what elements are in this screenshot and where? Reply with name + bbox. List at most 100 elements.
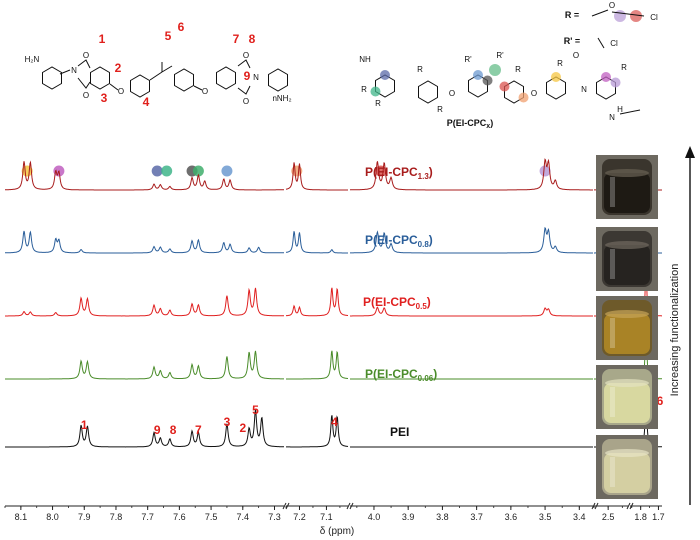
marker-dot bbox=[291, 165, 303, 177]
r-bond bbox=[591, 9, 609, 17]
imide-n-left: N bbox=[71, 66, 77, 75]
tick-label: 7.4 bbox=[237, 512, 250, 522]
spectrum-trace bbox=[286, 350, 348, 380]
position-dot bbox=[551, 72, 561, 82]
axis-break bbox=[282, 502, 287, 510]
r-group: R bbox=[375, 99, 381, 108]
tick-label: 3.9 bbox=[402, 512, 415, 522]
series-label-main: P(EI-CPC bbox=[365, 165, 418, 179]
position-dot bbox=[610, 77, 621, 88]
position-number-7: 7 bbox=[233, 32, 240, 46]
position-number-6: 6 bbox=[178, 20, 185, 34]
series-label-main: P(EI-CPC bbox=[365, 367, 418, 381]
ring-poly-2 bbox=[418, 80, 438, 104]
position-dot bbox=[380, 70, 390, 80]
ether-o: O bbox=[118, 87, 124, 96]
series-label: P(EI-CPC0.8) bbox=[365, 233, 433, 249]
glass-highlight bbox=[610, 457, 615, 487]
amine-right: nNH₂ bbox=[272, 94, 291, 103]
ring-aniline-right bbox=[268, 68, 288, 92]
series-label-sub: 1.3 bbox=[418, 172, 430, 181]
r-group: R bbox=[361, 85, 367, 94]
series-label: PEI bbox=[390, 425, 409, 439]
tick-label: 7.2 bbox=[293, 512, 306, 522]
tick-label: 2.5 bbox=[602, 512, 615, 522]
spectrum-trace bbox=[285, 231, 348, 254]
tick-label: 3.5 bbox=[539, 512, 552, 522]
marker-dot bbox=[192, 165, 204, 177]
ether-o: O bbox=[202, 87, 208, 96]
polymer-h: H bbox=[617, 105, 623, 114]
position-number-8: 8 bbox=[249, 32, 256, 46]
amine-left: H₂N bbox=[25, 55, 40, 64]
bond bbox=[149, 71, 163, 81]
position-number-1: 1 bbox=[99, 32, 106, 46]
position-number-5: 5 bbox=[165, 29, 172, 43]
series-label-close: ) bbox=[429, 233, 433, 247]
peak-label-4: 4 bbox=[331, 415, 338, 429]
peak-label-2: 2 bbox=[239, 421, 246, 435]
series-label-close: ) bbox=[429, 165, 433, 179]
peak-label-3: 3 bbox=[224, 415, 231, 429]
spectrum-trace bbox=[5, 287, 284, 317]
spectrum-trace bbox=[5, 350, 284, 380]
peak-label-6: 6 bbox=[657, 394, 664, 408]
spectrum-P(EI-CPC0.5) bbox=[5, 259, 662, 317]
polymer-n: N bbox=[609, 113, 615, 122]
carbonyl-o: O bbox=[83, 91, 89, 100]
imide-ring-left bbox=[77, 59, 91, 89]
position-number-4: 4 bbox=[143, 95, 150, 109]
series-label-sub: 0.5 bbox=[416, 302, 428, 311]
tick-label: 7.9 bbox=[78, 512, 91, 522]
marker-dot bbox=[161, 165, 173, 177]
spectrum-trace bbox=[350, 306, 593, 317]
r-definition: R = bbox=[565, 10, 579, 20]
ring-phenoxy-right bbox=[174, 68, 194, 92]
glass-highlight bbox=[610, 177, 615, 207]
position-dot bbox=[482, 75, 493, 86]
r-group: R bbox=[557, 59, 563, 68]
tick-label: 8.0 bbox=[46, 512, 59, 522]
r-group: R bbox=[621, 63, 627, 72]
nmr-spectra bbox=[5, 158, 662, 448]
bond bbox=[109, 83, 119, 91]
bond bbox=[161, 65, 173, 73]
tick-label: 3.7 bbox=[470, 512, 483, 522]
axis-break bbox=[346, 502, 351, 510]
series-label-sub: 0.8 bbox=[418, 240, 430, 249]
series-labels: P(EI-CPC1.3)P(EI-CPC0.8)P(EI-CPC0.5)P(EI… bbox=[363, 165, 437, 439]
series-label-main: P(EI-CPC bbox=[363, 295, 416, 309]
ring-aniline-left bbox=[42, 66, 62, 90]
vial-photo bbox=[596, 296, 658, 360]
liquid-surface bbox=[605, 169, 649, 177]
r-carbonyl-o: O bbox=[609, 1, 615, 10]
rprime-chlorine: Cl bbox=[610, 39, 618, 48]
vial-liquid bbox=[604, 245, 650, 285]
ether-o: O bbox=[449, 89, 455, 98]
peak-label-5: 5 bbox=[252, 403, 259, 417]
spectrum-trace bbox=[5, 230, 284, 254]
ring-phthalimide-left bbox=[90, 66, 110, 90]
tick-label: 7.8 bbox=[110, 512, 123, 522]
position-dot bbox=[370, 86, 381, 97]
spectrum-trace bbox=[5, 160, 284, 191]
axis-break bbox=[591, 502, 596, 510]
spectrum-trace bbox=[349, 158, 593, 191]
bond bbox=[193, 85, 203, 91]
ring-phenoxy-left bbox=[130, 74, 150, 98]
liquid-surface bbox=[605, 449, 649, 457]
imide-ring-right bbox=[237, 59, 251, 95]
spectrum-trace bbox=[285, 162, 348, 191]
position-dot bbox=[489, 64, 501, 76]
peak-label-7: 7 bbox=[195, 423, 202, 437]
glass-highlight bbox=[610, 387, 615, 417]
polymer-name: P(EI-CPCx) bbox=[447, 118, 493, 130]
tick-label: 3.6 bbox=[505, 512, 518, 522]
vial-photo bbox=[596, 155, 658, 219]
vial-photo bbox=[596, 365, 658, 429]
r-group: R bbox=[417, 65, 423, 74]
rprime-group: R' bbox=[464, 55, 472, 64]
series-label-sub: 0.06 bbox=[418, 374, 434, 383]
polymer-name-main: P(EI-CPC bbox=[447, 118, 487, 128]
series-label-main: PEI bbox=[390, 425, 409, 439]
